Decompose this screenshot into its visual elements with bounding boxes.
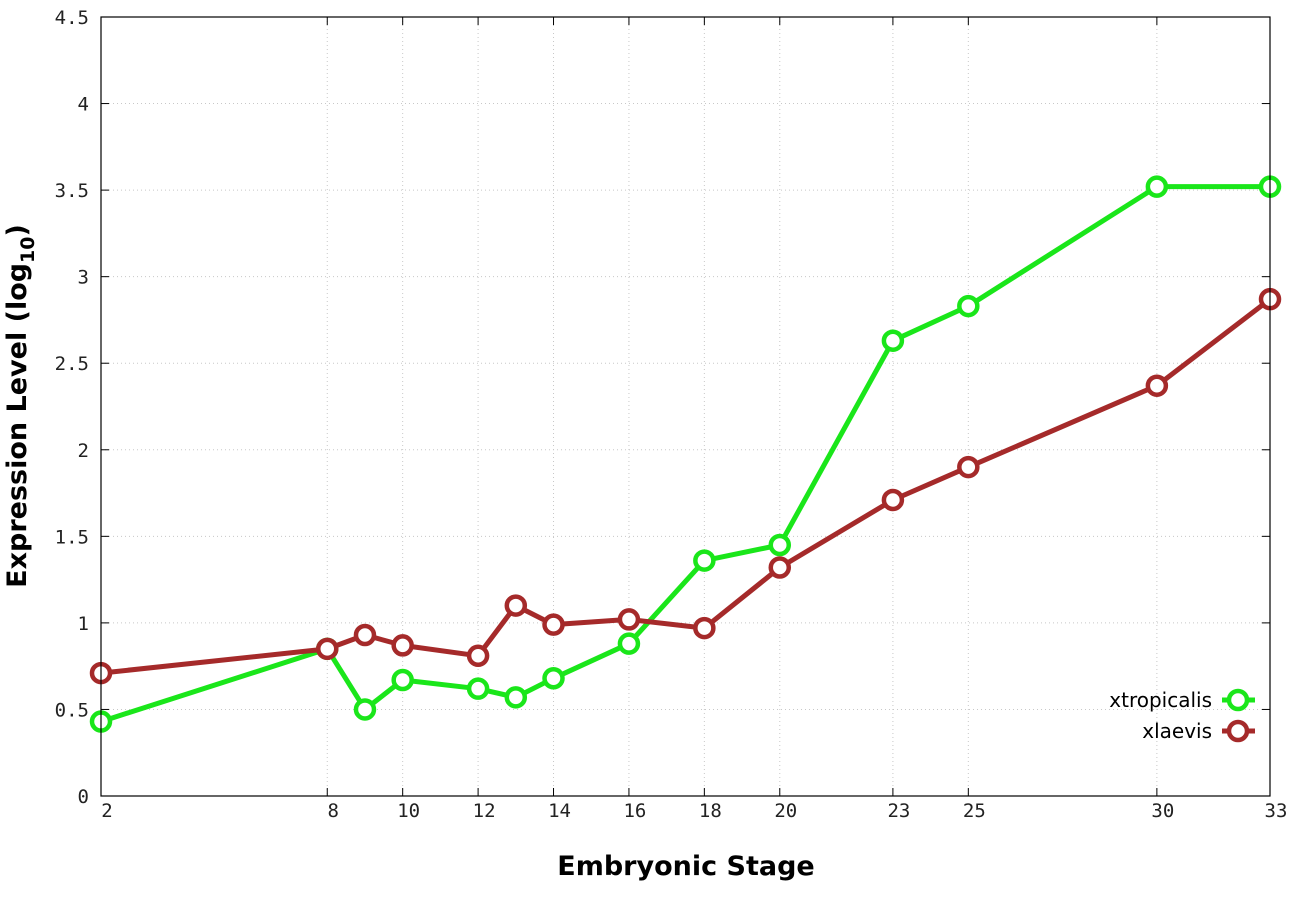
data-point-xlaevis	[504, 594, 528, 617]
data-point-xlaevis	[1145, 374, 1169, 397]
grid	[101, 17, 1270, 796]
data-point-xtropicalis	[693, 549, 716, 572]
data-point-xlaevis	[353, 623, 377, 647]
data-point-xtropicalis	[957, 294, 980, 318]
x-tick-label: 14	[548, 800, 571, 822]
y-tick-label: 0	[78, 786, 89, 808]
series-line-xtropicalis	[100, 184, 1270, 724]
data-point-xlaevis	[957, 455, 980, 479]
y-tick-label: 1.5	[55, 526, 89, 548]
y-tick-label: 2	[78, 440, 89, 462]
y-tick-label: 3	[78, 267, 89, 289]
data-point-xlaevis	[316, 637, 339, 661]
x-tick-label: 18	[699, 800, 722, 822]
x-tick-label: 10	[397, 800, 420, 822]
y-axis-title-main: Expression Level (log	[2, 263, 33, 588]
x-tick-label: 12	[473, 800, 496, 822]
data-point-xtropicalis	[466, 677, 490, 700]
data-point-xtropicalis	[881, 329, 905, 352]
data-point-xtropicalis	[391, 668, 414, 692]
data-point-xlaevis	[693, 616, 716, 640]
data-point-xtropicalis	[1145, 175, 1169, 198]
plot-frame	[100, 16, 1271, 797]
data-point-xlaevis	[617, 608, 641, 631]
legend-label-xlaevis: xlaevis	[1142, 719, 1212, 743]
x-tick-label: 2	[101, 800, 112, 822]
y-tick-label: 2.5	[55, 353, 89, 375]
series-lines	[89, 175, 1282, 733]
data-point-xlaevis	[391, 634, 414, 657]
legend-marker-xtropicalis	[1226, 688, 1250, 712]
y-tick-label: 4.5	[55, 7, 89, 29]
y-axis-title-subscript: 10	[17, 236, 39, 262]
x-tick-label: 23	[887, 800, 910, 822]
series-xtropicalis	[89, 175, 1282, 733]
y-axis-title: Expression Level (log10)	[2, 224, 39, 588]
data-point-xtropicalis	[353, 698, 377, 721]
x-tick-label: 20	[774, 800, 797, 822]
legend-marker-xlaevis	[1226, 719, 1250, 743]
data-point-xlaevis	[542, 613, 565, 636]
data-point-xlaevis	[466, 644, 490, 668]
data-point-xlaevis	[768, 556, 792, 579]
x-tick-label: 8	[328, 800, 339, 822]
series-line-xlaevis	[100, 297, 1272, 676]
y-tick-label: 0.5	[55, 699, 89, 721]
y-tick-label: 4	[78, 94, 89, 116]
y-tick-label: 1	[78, 613, 89, 635]
data-point-xtropicalis	[504, 686, 528, 709]
data-point-xtropicalis	[617, 632, 641, 655]
x-tick-label: 33	[1265, 800, 1288, 822]
x-tick-label: 30	[1151, 800, 1174, 822]
y-tick-label: 3.5	[55, 180, 89, 202]
data-point-xtropicalis	[542, 667, 565, 690]
x-axis-title: Embryonic Stage	[557, 851, 814, 882]
data-point-xlaevis	[881, 488, 905, 512]
y-axis-ticks: 0 0.5 1 1.5 2 2.5 3 3.5 4 4.5	[55, 7, 1270, 808]
legend-label-xtropicalis: xtropicalis	[1109, 688, 1212, 712]
legend: xtropicalis xlaevis	[1109, 688, 1255, 743]
data-point-xtropicalis	[768, 533, 792, 557]
x-tick-label: 25	[963, 800, 986, 822]
series-xlaevis	[89, 287, 1282, 685]
x-tick-label: 16	[623, 800, 646, 822]
y-axis-title-close: )	[2, 224, 33, 236]
